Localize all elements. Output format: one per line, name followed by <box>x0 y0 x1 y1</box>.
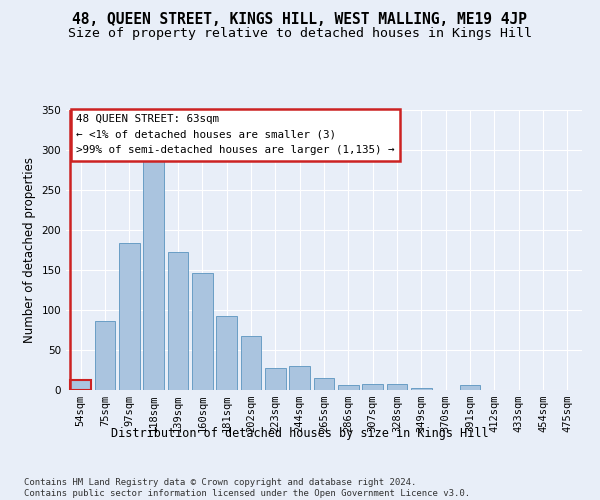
Bar <box>167 252 188 390</box>
Bar <box>386 384 407 390</box>
Text: 48, QUEEN STREET, KINGS HILL, WEST MALLING, ME19 4JP: 48, QUEEN STREET, KINGS HILL, WEST MALLI… <box>73 12 527 28</box>
Bar <box>143 159 164 390</box>
Bar <box>314 378 334 390</box>
Y-axis label: Number of detached properties: Number of detached properties <box>23 157 36 343</box>
Bar <box>460 385 481 390</box>
Bar <box>362 384 383 390</box>
Bar <box>265 368 286 390</box>
Text: Size of property relative to detached houses in Kings Hill: Size of property relative to detached ho… <box>68 28 532 40</box>
Bar <box>338 385 359 390</box>
Bar <box>192 273 212 390</box>
Bar <box>411 388 432 390</box>
Bar <box>241 336 262 390</box>
Text: 48 QUEEN STREET: 63sqm
← <1% of detached houses are smaller (3)
>99% of semi-det: 48 QUEEN STREET: 63sqm ← <1% of detached… <box>76 114 395 156</box>
Bar <box>289 366 310 390</box>
Text: Contains HM Land Registry data © Crown copyright and database right 2024.
Contai: Contains HM Land Registry data © Crown c… <box>24 478 470 498</box>
Bar <box>95 321 115 390</box>
Text: Distribution of detached houses by size in Kings Hill: Distribution of detached houses by size … <box>111 428 489 440</box>
Bar <box>70 380 91 390</box>
Bar <box>216 316 237 390</box>
Bar <box>119 243 140 390</box>
